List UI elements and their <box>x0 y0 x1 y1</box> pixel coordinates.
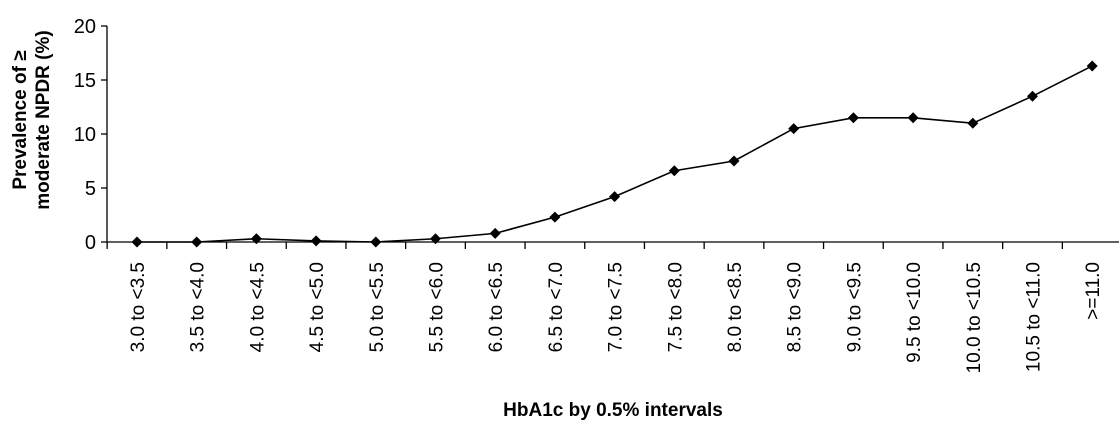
y-axis-ticks: 0 5 10 15 20 <box>74 16 107 254</box>
x-category-label: 9.5 to <10.0 <box>904 262 925 363</box>
y-axis-title-line-1: Prevalence of ≥ <box>10 50 31 189</box>
x-category-label: 7.5 to <8.0 <box>665 262 686 352</box>
x-category-label: 4.0 to <4.5 <box>247 262 268 352</box>
x-category-label: 10.5 to <11.0 <box>1024 262 1045 372</box>
series-line <box>137 65 1093 243</box>
data-point-marker <box>310 235 322 247</box>
data-point-marker <box>907 112 919 124</box>
x-category-label: >=11.0 <box>1083 262 1104 320</box>
data-point-marker <box>489 227 501 239</box>
data-point-marker <box>609 191 621 203</box>
x-category-label: 3.0 to <3.5 <box>128 262 149 352</box>
data-point-marker <box>131 236 143 248</box>
y-tick-label: 15 <box>74 70 96 92</box>
y-axis-title: Prevalence of ≥ moderate NPDR (%) <box>10 30 54 209</box>
data-markers <box>131 60 1098 248</box>
x-axis-ticks <box>106 242 1063 249</box>
x-category-label: 7.0 to <7.5 <box>606 262 627 352</box>
data-point-marker <box>847 112 859 124</box>
x-category-label: 6.0 to <6.5 <box>486 262 507 352</box>
x-axis-category-labels: 3.0 to <3.5 3.5 to <4.0 4.0 to <4.5 4.5 to … <box>128 262 1104 373</box>
y-axis-title-line-2: moderate NPDR (%) <box>33 30 54 209</box>
data-point-marker <box>549 211 561 223</box>
x-category-label: 5.5 to <6.0 <box>427 262 448 352</box>
x-category-label: 9.0 to <9.5 <box>844 262 865 352</box>
x-category-label: 5.0 to <5.5 <box>367 262 388 352</box>
data-point-marker <box>430 233 441 245</box>
y-tick-label: 10 <box>74 124 96 146</box>
x-category-label: 10.0 to <10.5 <box>964 262 985 373</box>
data-point-marker <box>1027 90 1038 102</box>
data-point-marker <box>191 236 203 248</box>
y-tick-label: 0 <box>85 232 96 254</box>
data-point-marker <box>1086 60 1098 72</box>
x-category-label: 8.5 to <9.0 <box>785 262 806 352</box>
data-point-marker <box>250 233 262 245</box>
data-point-marker <box>668 165 680 177</box>
x-axis-title: HbA1c by 0.5% intervals <box>503 400 723 421</box>
data-point-marker <box>788 123 800 135</box>
data-point-marker <box>370 236 382 248</box>
data-point-marker <box>967 117 979 129</box>
y-tick-label: 20 <box>74 16 96 38</box>
x-category-label: 4.5 to <5.0 <box>307 262 328 352</box>
y-tick-label: 5 <box>85 178 96 200</box>
x-category-label: 6.5 to <7.0 <box>546 262 567 352</box>
x-category-label: 8.0 to <8.5 <box>725 262 746 352</box>
data-point-marker <box>728 155 740 167</box>
x-category-label: 3.5 to <4.0 <box>188 262 209 352</box>
